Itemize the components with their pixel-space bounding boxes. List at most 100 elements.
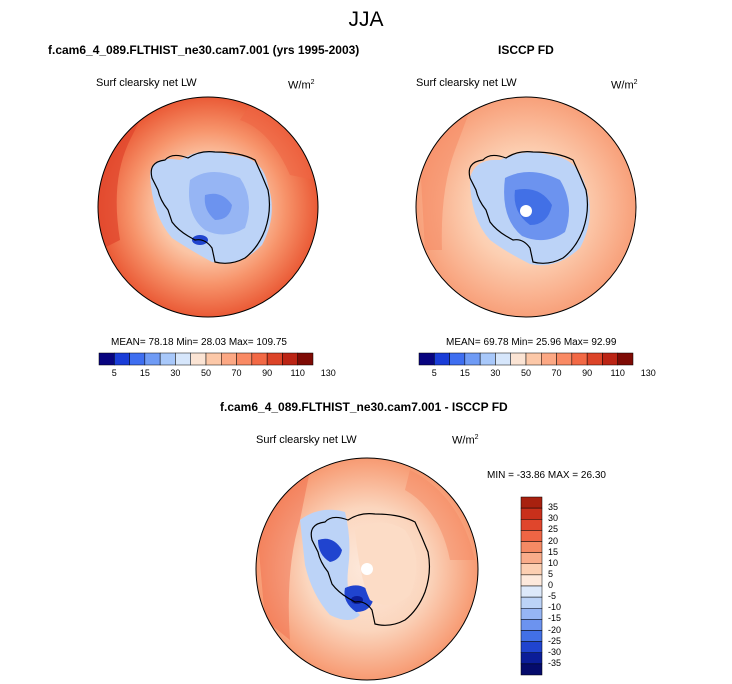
panel1-antarctica-coastline (150, 151, 271, 264)
panel3-colorbar-label: -20 (548, 624, 562, 635)
panel3-colorbar-box (520, 630, 543, 642)
panel3-colorbar-label: 15 (548, 546, 559, 557)
panel1-map (98, 97, 318, 317)
panel3-colorbar-label: -25 (548, 635, 562, 646)
panel2-title: ISCCP FD (498, 43, 554, 57)
panel3-colorbar-label: 35 (548, 502, 559, 513)
panel1-colorbar-box (251, 352, 268, 366)
panel3-colorbar-box (520, 541, 543, 553)
panel3-colorbar-label: -35 (548, 657, 562, 668)
panel3-colorbar-box (520, 619, 543, 631)
panel2-colorbar-box (495, 352, 511, 366)
panel2-colorbar-label: 90 (582, 368, 593, 378)
panel1-colorbar-label: 50 (200, 368, 211, 378)
panel3-warm-sector-east (405, 470, 475, 560)
panel2-stats: MEAN= 69.78 Min= 25.96 Max= 92.99 (446, 337, 617, 348)
panel2-colorbar-box (418, 352, 435, 366)
panel2-map-border (415, 96, 637, 318)
panel3-colorbar-label: -5 (548, 591, 557, 602)
panel3-colorbar-box (520, 641, 543, 653)
panel3-map-border (255, 457, 479, 681)
panel2-antarctica-coastline (468, 151, 589, 264)
panel1-colorbar-box (114, 352, 130, 366)
panel3-pole-hole (361, 563, 373, 575)
panel1-warm-sector-east (240, 105, 315, 180)
panel1-colorbar-label: 5 (111, 368, 117, 378)
panel2-colorbar-box (571, 352, 588, 366)
panel3-colorbar-box (520, 530, 543, 542)
panel2-colorbar-box (617, 352, 634, 366)
panel2-units: W/m2 (611, 79, 638, 92)
panel2-colorbar-box (510, 352, 527, 366)
panel1-colorbar-box (266, 352, 283, 366)
panel2-colorbar-box (525, 352, 542, 366)
panel2-colorbar-label: 70 (551, 368, 562, 378)
panel3-stats: MIN = -33.86 MAX = 26.30 (487, 470, 606, 481)
panel3-colorbar (520, 496, 543, 676)
panel1-colorbar (98, 352, 314, 366)
panel1-colorbar-box (221, 352, 237, 366)
panel2-colorbar-box (541, 352, 557, 366)
panel3-colorbar-box (520, 585, 543, 598)
panel1-colorbar-box (159, 352, 176, 366)
panel1-stats: MEAN= 78.18 Min= 28.03 Max= 109.75 (111, 337, 287, 348)
panel3-colorbar-box (520, 552, 543, 564)
panel1-colorbar-label: 110 (290, 368, 305, 378)
panel3-colorbar-label: -30 (548, 646, 562, 657)
panel2-colorbar-box (464, 352, 481, 366)
panel1-colorbar-label: 130 (320, 368, 336, 378)
panel2-colorbar-box (479, 352, 496, 366)
panel2-pole-hole (520, 205, 532, 217)
panel3-colorbar-label: 20 (548, 535, 559, 546)
panel1-colorbar-label: 30 (170, 368, 181, 378)
panel3-colorbar-label: -15 (548, 613, 562, 624)
panel1-title: f.cam6_4_089.FLTHIST_ne30.cam7.001 (yrs … (48, 43, 360, 57)
panel1-colorbar-box (144, 352, 161, 366)
panel1-map-border (97, 96, 319, 318)
panel3-colorbar-label: 10 (548, 557, 559, 568)
panel2-map (416, 97, 636, 317)
panel3-colorbar-label: 25 (548, 524, 559, 535)
panel3-colorbar-box (520, 507, 543, 520)
panel3-positive-plateau (355, 522, 417, 605)
panel3-variable-label: Surf clearsky net LW (256, 434, 357, 446)
panel1-colorbar-box (190, 352, 207, 366)
panel2-colorbar-box (449, 352, 466, 366)
panel2-colorbar-label: 30 (490, 368, 501, 378)
panel1-colorbar-box (282, 352, 298, 366)
panel1-colorbar-box (205, 352, 222, 366)
panel2-colorbar-label: 110 (610, 368, 625, 378)
panel1-colorbar-box (297, 352, 314, 366)
panel2-colorbar (418, 352, 634, 366)
panel2-variable-label: Surf clearsky net LW (416, 77, 517, 89)
panel2-colorbar-label: 130 (640, 368, 656, 378)
panel3-colorbar-box (520, 563, 543, 576)
panel3-colorbar-label: 5 (548, 568, 554, 579)
panel1-colorbar-label: 15 (139, 368, 150, 378)
panel3-colorbar-label: -10 (548, 602, 562, 613)
panel2-colorbar-label: 15 (459, 368, 470, 378)
panel3-colorbar-box (520, 663, 543, 676)
panel2-colorbar-box (434, 352, 450, 366)
panel3-colorbar-label: 0 (548, 580, 554, 590)
panel1-variable-label: Surf clearsky net LW (96, 77, 197, 89)
panel3-units: W/m2 (452, 434, 479, 447)
panel1-colorbar-label: 90 (262, 368, 273, 378)
panel1-units: W/m2 (288, 79, 315, 92)
panel3-weddell-minimum (318, 538, 342, 562)
panel1-colorbar-box (98, 352, 115, 366)
panel3-colorbar-label: 30 (548, 513, 559, 524)
panel1-colorbar-box (236, 352, 253, 366)
panel3-antarctica-coastline (310, 513, 431, 626)
panel1-colorbar-label: 70 (231, 368, 242, 378)
panel3-ross-core (351, 596, 363, 604)
panel3-colorbar-box (520, 652, 543, 665)
panel3-colorbar-box (520, 596, 543, 609)
panel3-colorbar-box (520, 574, 543, 587)
panel1-colorbar-box (175, 352, 191, 366)
panel3-title: f.cam6_4_089.FLTHIST_ne30.cam7.001 - ISC… (220, 400, 508, 414)
panel2-colorbar-box (602, 352, 618, 366)
panel2-colorbar-label: 5 (431, 368, 437, 378)
panel3-colorbar-box (520, 519, 543, 531)
